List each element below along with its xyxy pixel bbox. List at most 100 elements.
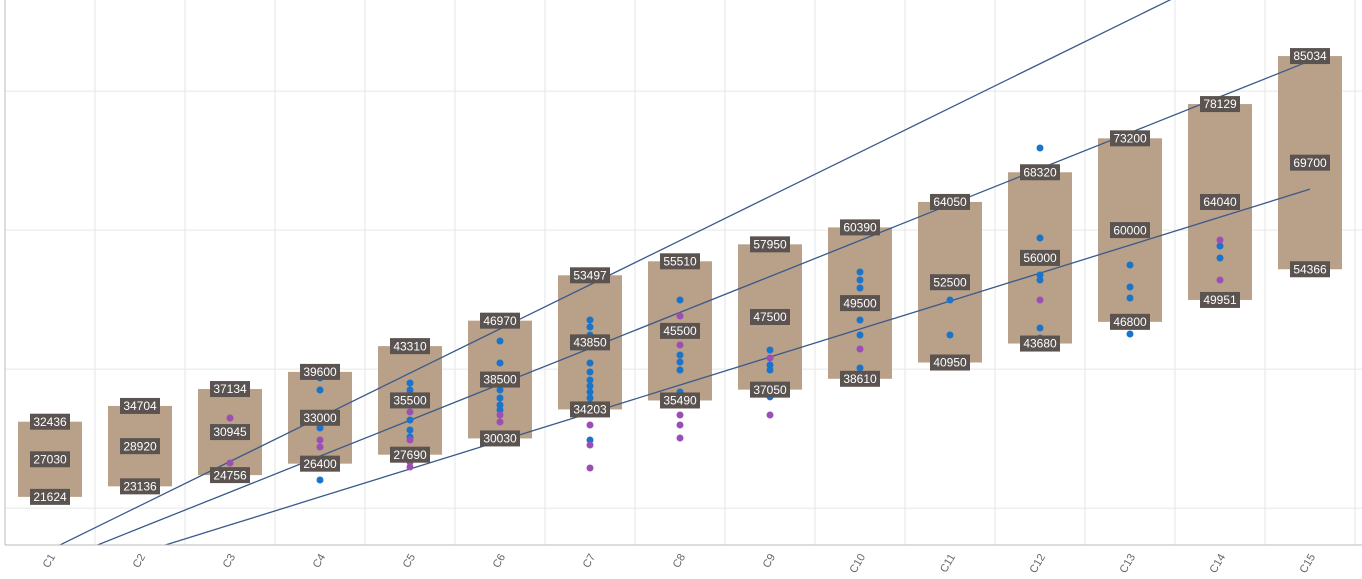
value-label: 57950 [753, 238, 787, 252]
x-tick-label: C15 [1298, 552, 1318, 575]
value-label-box [300, 409, 340, 426]
point [496, 401, 504, 409]
value-label: 26400 [303, 457, 337, 471]
point [406, 408, 414, 416]
point [496, 386, 504, 394]
x-tick-label: C13 [1118, 552, 1138, 575]
value-label: 38610 [843, 372, 877, 386]
value-label-box [30, 413, 70, 430]
x-tick-label: C7 [581, 552, 598, 570]
value-label: 28920 [123, 439, 157, 453]
value-label: 56000 [1023, 251, 1057, 265]
value-label: 52500 [933, 275, 967, 289]
point [676, 366, 684, 374]
value-label-box [660, 253, 700, 270]
point [496, 359, 504, 367]
value-label-box [390, 338, 430, 355]
value-label: 64040 [1203, 195, 1237, 209]
trend-line [95, 60, 1311, 545]
value-label-box [30, 451, 70, 468]
x-tick-label: C4 [311, 552, 328, 570]
point [316, 476, 324, 484]
value-label-box [660, 392, 700, 409]
point [316, 436, 324, 444]
point [1126, 283, 1134, 291]
point [496, 406, 504, 414]
x-tick-label: C14 [1208, 552, 1228, 575]
point [946, 331, 954, 339]
value-label: 60390 [843, 221, 877, 235]
value-label: 60000 [1113, 223, 1147, 237]
value-label-box [750, 381, 790, 398]
x-tick-label: C1 [41, 552, 58, 570]
point [226, 414, 234, 422]
point [766, 346, 774, 354]
value-label: 47500 [753, 310, 787, 324]
value-label: 37134 [213, 382, 247, 396]
value-label: 49500 [843, 296, 877, 310]
point [676, 296, 684, 304]
value-label-box [300, 363, 340, 380]
value-label-box [390, 392, 430, 409]
point [1126, 294, 1134, 302]
value-label: 55510 [663, 254, 697, 268]
value-label-box [1200, 291, 1240, 308]
value-label: 21624 [33, 490, 67, 504]
value-label: 34704 [123, 399, 157, 413]
value-label-box [390, 446, 430, 463]
point [856, 284, 864, 292]
value-label-box [1200, 194, 1240, 211]
point [856, 276, 864, 284]
trend-line [58, 0, 1172, 545]
point [316, 424, 324, 432]
point [766, 411, 774, 419]
value-label-box [1020, 335, 1060, 352]
value-label-box [840, 370, 880, 387]
value-label-box [750, 236, 790, 253]
x-tick-label: C11 [938, 552, 958, 575]
value-label-box [120, 438, 160, 455]
value-label: 24756 [213, 468, 247, 482]
value-label-box [480, 430, 520, 447]
value-label: 37050 [753, 383, 787, 397]
point [586, 436, 594, 444]
value-label-box [930, 193, 970, 210]
point [586, 394, 594, 402]
x-tick-label: C8 [671, 552, 688, 570]
point [856, 364, 864, 372]
value-label-box [570, 267, 610, 284]
point [676, 312, 684, 320]
value-label: 73200 [1113, 132, 1147, 146]
point [586, 382, 594, 390]
point [1216, 242, 1224, 250]
value-label-box [930, 354, 970, 371]
value-label-box [1020, 164, 1060, 181]
point [1036, 144, 1044, 152]
x-tick-label: C2 [131, 552, 148, 570]
value-label-box [570, 401, 610, 418]
point [406, 379, 414, 387]
point [1216, 254, 1224, 262]
value-label: 40950 [933, 356, 967, 370]
value-label: 46970 [483, 314, 517, 328]
value-label: 85034 [1293, 49, 1327, 63]
point [586, 368, 594, 376]
point [1036, 234, 1044, 242]
point [406, 463, 414, 471]
point [856, 331, 864, 339]
value-label-box [1110, 130, 1150, 147]
value-label: 78129 [1203, 97, 1237, 111]
value-label-box [840, 295, 880, 312]
value-label-box [1110, 222, 1150, 239]
point [1036, 276, 1044, 284]
value-label: 27030 [33, 452, 67, 466]
point [766, 354, 774, 362]
value-label: 30030 [483, 432, 517, 446]
value-label: 68320 [1023, 165, 1057, 179]
point [586, 323, 594, 331]
value-label: 35490 [663, 394, 697, 408]
point [406, 386, 414, 394]
trend-lines [58, 0, 1311, 545]
point [1036, 296, 1044, 304]
point [586, 359, 594, 367]
